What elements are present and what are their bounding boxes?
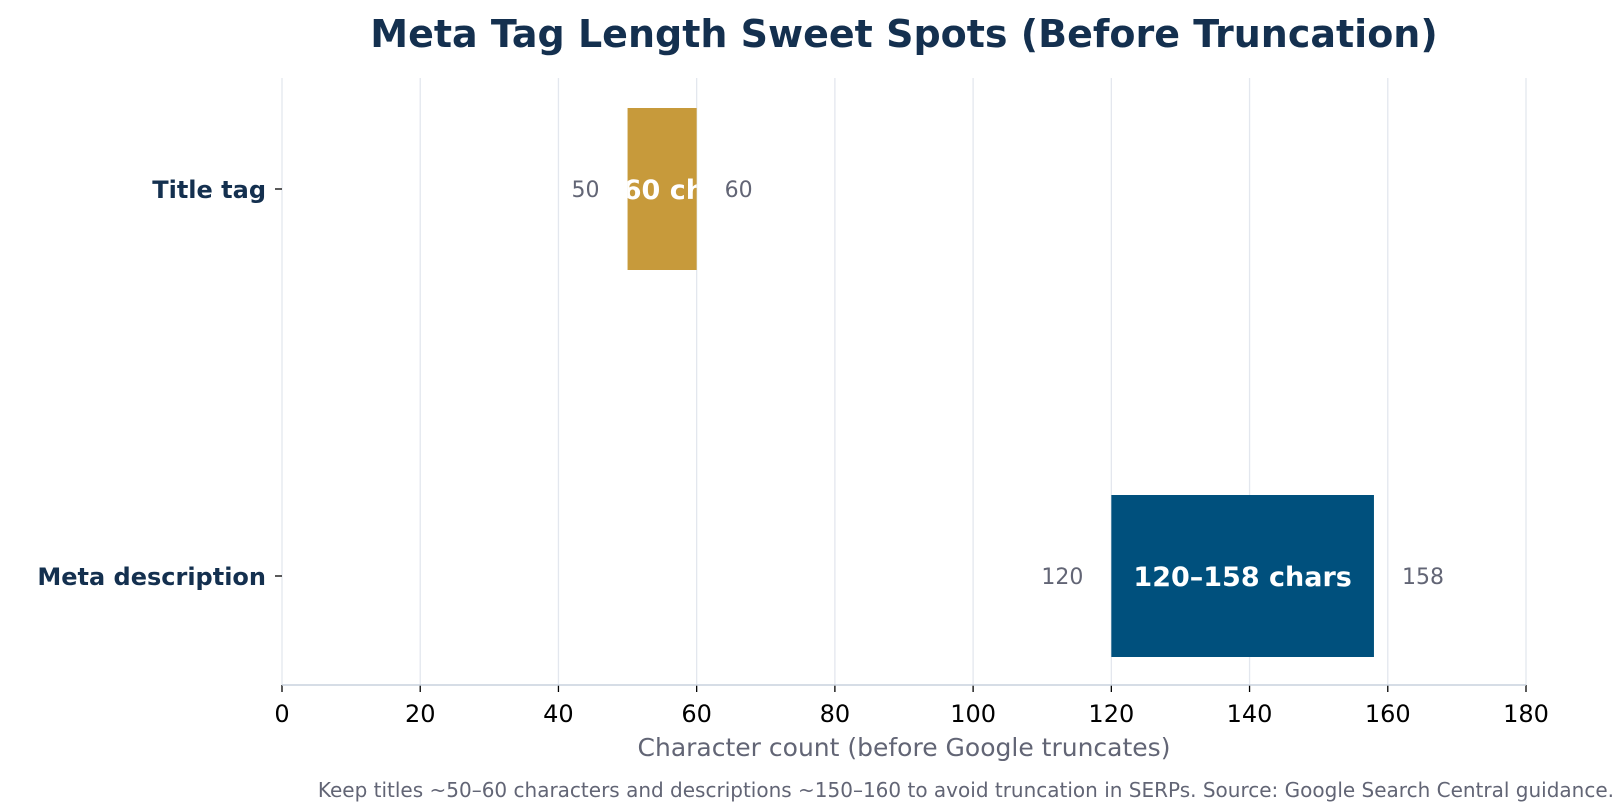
- range-start-label: 120: [1041, 565, 1083, 590]
- x-tick-label: 160: [1365, 700, 1411, 728]
- range-end-label: 60: [725, 178, 753, 203]
- range-end-label: 158: [1402, 565, 1444, 590]
- category-label: Title tag: [152, 176, 266, 204]
- x-tick-label: 100: [950, 700, 996, 728]
- range-bar: [1111, 495, 1374, 657]
- bar-label: 120–158 chars: [1133, 562, 1351, 593]
- x-tick-label: 60: [681, 700, 712, 728]
- x-tick-label: 120: [1088, 700, 1134, 728]
- x-tick-label: 20: [405, 700, 436, 728]
- x-tick-label: 180: [1503, 700, 1549, 728]
- x-tick-label: 0: [274, 700, 289, 728]
- range-start-label: 50: [572, 178, 600, 203]
- category-axis: Title tag Meta description: [37, 176, 282, 591]
- range-bar: [627, 108, 697, 270]
- x-tick-label: 140: [1227, 700, 1273, 728]
- chart-title: Meta Tag Length Sweet Spots (Before Trun…: [370, 12, 1437, 56]
- x-axis: 0 20 40 60 80 100 120 140 160 180: [274, 684, 1549, 728]
- category-label: Meta description: [37, 563, 266, 591]
- footnote: Keep titles ~50–60 characters and descri…: [318, 778, 1614, 802]
- x-axis-label: Character count (before Google truncates…: [638, 733, 1171, 762]
- grid: [281, 78, 1527, 685]
- x-tick-label: 80: [820, 700, 851, 728]
- x-tick-label: 40: [543, 700, 574, 728]
- bar-label: 50–60 chars: [572, 175, 753, 206]
